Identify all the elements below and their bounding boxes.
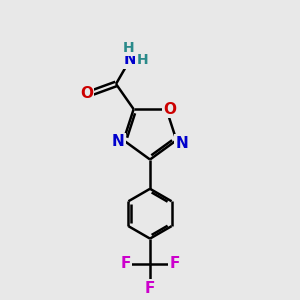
Text: N: N — [176, 136, 188, 151]
Text: H: H — [136, 53, 148, 67]
Text: O: O — [164, 102, 176, 117]
Text: F: F — [169, 256, 180, 271]
Text: N: N — [124, 52, 136, 68]
Text: F: F — [145, 280, 155, 296]
Text: H: H — [123, 40, 134, 55]
Text: F: F — [120, 256, 130, 271]
Text: O: O — [80, 86, 93, 101]
Text: N: N — [112, 134, 124, 149]
